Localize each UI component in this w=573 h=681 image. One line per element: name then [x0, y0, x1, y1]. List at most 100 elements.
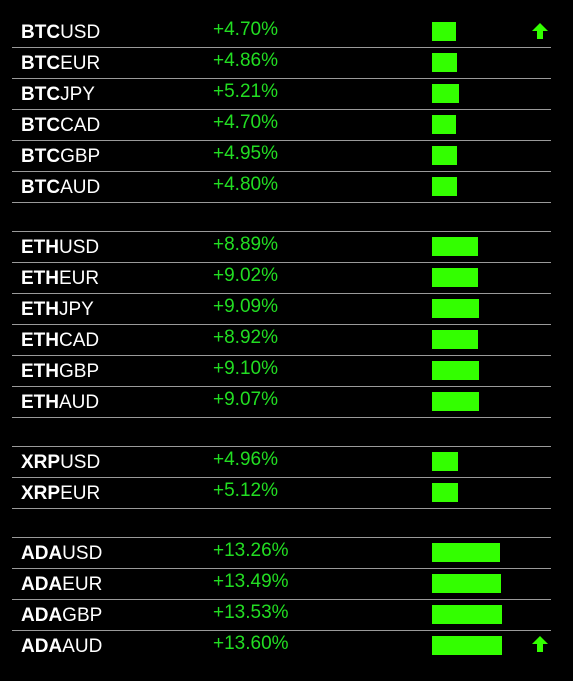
base-currency: ETH [21, 237, 59, 258]
pair-row: XRPUSD +4.96% [12, 447, 551, 478]
pair-row: BTCGBP +4.95% [12, 141, 551, 172]
change-percent: +13.60% [213, 633, 289, 654]
change-bar [432, 392, 479, 411]
change-bar [432, 483, 459, 502]
base-currency: ADA [21, 605, 63, 626]
up-arrow [532, 23, 548, 39]
change-bar [432, 115, 457, 134]
pair-name: BTCJPY [21, 84, 95, 106]
pair-name: ETHCAD [21, 330, 99, 352]
change-percent: +5.12% [213, 480, 278, 501]
group-spacer [12, 418, 551, 447]
quote-currency: USD [60, 22, 101, 43]
change-bar [432, 268, 479, 287]
quote-currency: JPY [60, 84, 95, 105]
quote-currency: EUR [59, 268, 100, 289]
change-percent: +8.92% [213, 327, 278, 348]
base-currency: ADA [21, 574, 63, 595]
change-percent: +9.09% [213, 296, 278, 317]
base-currency: ETH [21, 330, 59, 351]
pair-row: ETHGBP +9.10% [12, 356, 551, 387]
pair-name: ADAUSD [21, 543, 102, 565]
quote-currency: USD [62, 543, 103, 564]
rate-board: BTCUSD +4.70% BTCEUR +4.86% BTCJPY +5.21% BTCC… [12, 17, 551, 661]
base-currency: ETH [21, 361, 59, 382]
pair-name: ADAEUR [21, 574, 102, 596]
change-percent: +4.96% [213, 449, 278, 470]
pair-name: XRPEUR [21, 483, 100, 505]
pair-name: ADAGBP [21, 605, 102, 627]
pair-row: BTCEUR +4.86% [12, 48, 551, 79]
change-bar [432, 53, 458, 72]
base-currency: BTC [21, 177, 61, 198]
pair-name: BTCGBP [21, 146, 100, 168]
change-percent: +8.89% [213, 234, 278, 255]
change-percent: +9.07% [213, 389, 278, 410]
quote-currency: CAD [60, 115, 101, 136]
change-bar [432, 84, 459, 103]
quote-currency: GBP [60, 146, 101, 167]
change-percent: +4.70% [213, 112, 278, 133]
pair-row: ADAAUD +13.60% [12, 631, 551, 661]
pair-name: XRPUSD [21, 452, 100, 474]
up-arrow [532, 636, 548, 652]
change-percent: +13.53% [213, 602, 289, 623]
quote-currency: EUR [62, 574, 103, 595]
change-bar [432, 177, 457, 196]
change-bar [432, 146, 458, 165]
change-bar [432, 299, 479, 318]
change-percent: +9.10% [213, 358, 278, 379]
base-currency: ETH [21, 299, 59, 320]
pair-row: ETHAUD +9.07% [12, 387, 551, 418]
quote-currency: GBP [59, 361, 100, 382]
base-currency: BTC [21, 53, 61, 74]
change-bar [432, 452, 458, 471]
base-currency: BTC [21, 84, 61, 105]
base-currency: BTC [21, 146, 61, 167]
change-bar [432, 361, 479, 380]
quote-currency: EUR [60, 53, 101, 74]
quote-currency: GBP [62, 605, 103, 626]
pair-row: BTCUSD +4.70% [12, 17, 551, 48]
base-currency: ETH [21, 392, 59, 413]
pair-name: ETHGBP [21, 361, 99, 383]
base-currency: ETH [21, 268, 59, 289]
base-currency: ADA [21, 543, 63, 564]
quote-currency: AUD [59, 392, 100, 413]
change-bar [432, 574, 502, 593]
change-bar [432, 330, 478, 349]
pair-name: ETHEUR [21, 268, 99, 290]
pair-row: ETHEUR +9.02% [12, 263, 551, 294]
pair-row: BTCJPY +5.21% [12, 79, 551, 110]
pair-name: ETHJPY [21, 299, 94, 321]
base-currency: XRP [21, 483, 61, 504]
change-percent: +4.70% [213, 19, 278, 40]
pair-name: BTCCAD [21, 115, 100, 137]
pair-name: BTCUSD [21, 22, 100, 44]
quote-currency: USD [59, 237, 100, 258]
quote-currency: JPY [59, 299, 94, 320]
pair-row: ADAGBP +13.53% [12, 600, 551, 631]
change-percent: +9.02% [213, 265, 278, 286]
base-currency: XRP [21, 452, 61, 473]
pair-row: ADAUSD +13.26% [12, 538, 551, 569]
change-percent: +4.80% [213, 174, 278, 195]
base-currency: BTC [21, 22, 61, 43]
pair-row: BTCAUD +4.80% [12, 172, 551, 203]
change-percent: +13.49% [213, 571, 289, 592]
change-percent: +4.86% [213, 50, 278, 71]
pair-name: ETHAUD [21, 392, 99, 414]
change-bar [432, 605, 502, 624]
change-percent: +5.21% [213, 81, 278, 102]
group-spacer [12, 509, 551, 538]
pair-row: ETHUSD +8.89% [12, 232, 551, 263]
pair-row: ETHCAD +8.92% [12, 325, 551, 356]
pair-name: BTCAUD [21, 177, 100, 199]
pair-name: ETHUSD [21, 237, 99, 259]
base-currency: BTC [21, 115, 61, 136]
change-bar [432, 636, 503, 655]
change-bar [432, 237, 478, 256]
change-percent: +4.95% [213, 143, 278, 164]
